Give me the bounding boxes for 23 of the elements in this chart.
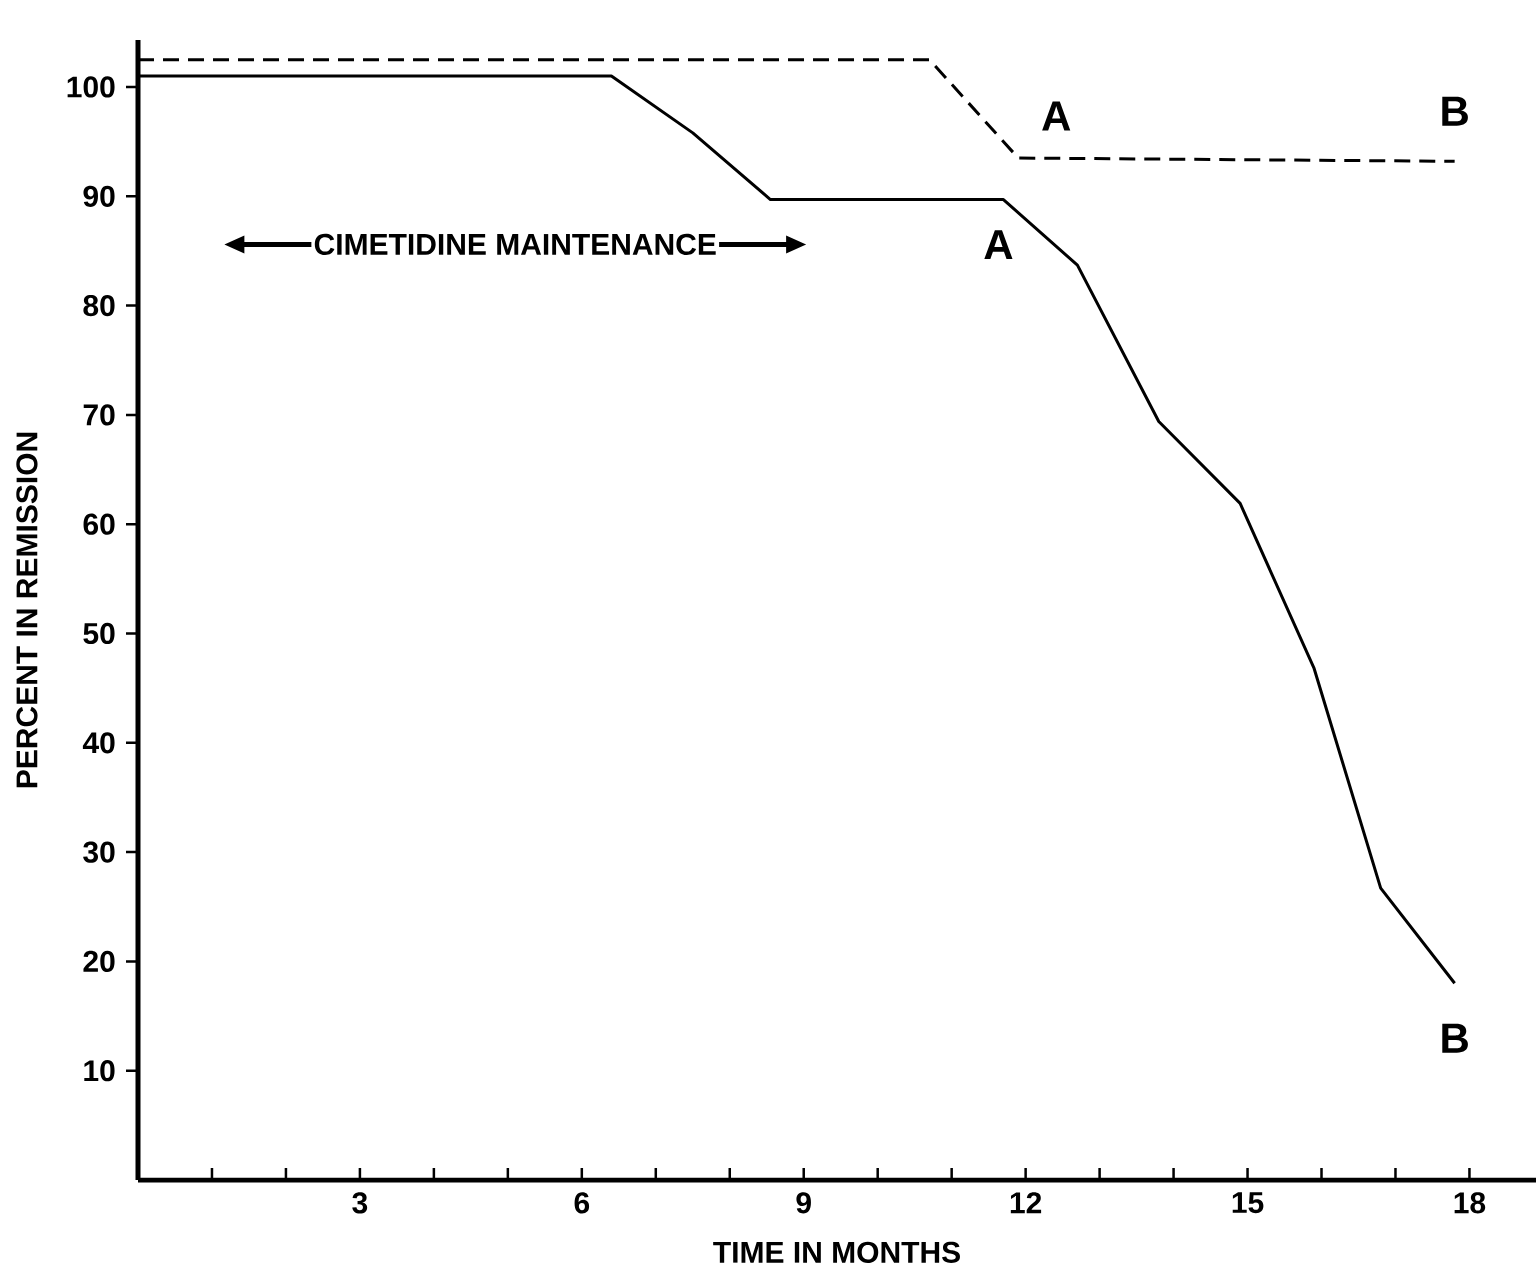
annotation: B <box>1442 96 1468 126</box>
y-tick-label: 80 <box>83 294 115 317</box>
x-tick-label: 18 <box>1454 1192 1486 1214</box>
x-tick-label: 12 <box>1010 1192 1042 1214</box>
x-tick-label: 3 <box>352 1192 368 1214</box>
x-tick-label: 15 <box>1232 1192 1264 1214</box>
y-tick-label: 50 <box>83 622 115 645</box>
annotation: A <box>984 230 1013 260</box>
y-tick-label: 70 <box>83 404 115 426</box>
y-tick-label: 40 <box>82 732 115 754</box>
y-tick-label: 60 <box>83 513 115 535</box>
annotation: A <box>1042 101 1071 131</box>
y-tick-label: 90 <box>83 185 115 207</box>
y-tick-label: 20 <box>83 950 115 973</box>
x-tick-label: 9 <box>796 1192 811 1214</box>
x-axis-title: TIME IN MONTHS <box>713 1241 960 1263</box>
y-tick-label: 10 <box>84 1060 115 1082</box>
y-tick-label: 30 <box>83 841 115 863</box>
annotation: B <box>1442 1023 1468 1053</box>
x-tick-label: 6 <box>574 1192 590 1214</box>
y-axis-title: PERCENT IN REMISSION <box>16 432 38 788</box>
y-tick-label: 100 <box>67 76 115 98</box>
annotation: CIMETIDINE MAINTENANCE <box>314 233 716 256</box>
